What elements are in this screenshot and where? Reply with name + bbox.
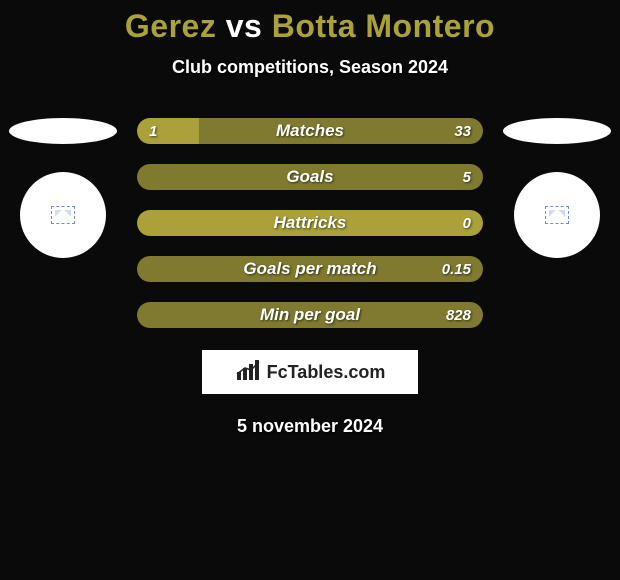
subtitle: Club competitions, Season 2024: [0, 57, 620, 78]
page-title: Gerez vs Botta Montero: [0, 8, 620, 45]
right-flag-icon: [503, 118, 611, 144]
stat-bars: Matches1 33 Goals5 Hattricks0 Goals per matc…: [137, 118, 483, 328]
date-text: 5 november 2024: [0, 416, 620, 437]
stat-value-left: 1: [149, 118, 157, 144]
right-player-col: [501, 118, 613, 258]
left-player-col: [7, 118, 119, 258]
stat-value-right: 828: [446, 302, 471, 328]
title-player1: Gerez: [125, 8, 216, 44]
stat-row: Goals5: [137, 164, 483, 190]
stat-label: Hattricks: [137, 210, 483, 236]
stat-label: Min per goal: [137, 302, 483, 328]
right-club-badge: [514, 172, 600, 258]
stat-value-right: 5: [463, 164, 471, 190]
stat-label: Matches: [137, 118, 483, 144]
title-vs: vs: [226, 8, 263, 44]
left-club-badge: [20, 172, 106, 258]
stat-row: Goals per match0.15: [137, 256, 483, 282]
source-logo-text: FcTables.com: [267, 362, 386, 383]
placeholder-image-icon: [51, 206, 75, 224]
stat-row: Hattricks0: [137, 210, 483, 236]
stat-value-right: 0.15: [442, 256, 471, 282]
left-flag-icon: [9, 118, 117, 144]
stat-value-right: 33: [454, 118, 471, 144]
root: Gerez vs Botta Montero Club competitions…: [0, 0, 620, 437]
stat-label: Goals: [137, 164, 483, 190]
stat-value-right: 0: [463, 210, 471, 236]
title-player2: Botta Montero: [272, 8, 495, 44]
stat-row: Min per goal828: [137, 302, 483, 328]
placeholder-image-icon: [545, 206, 569, 224]
chart-bars-icon: [235, 360, 261, 385]
stat-label: Goals per match: [137, 256, 483, 282]
source-logo: FcTables.com: [202, 350, 418, 394]
stat-row: Matches1 33: [137, 118, 483, 144]
comparison-layout: Matches1 33 Goals5 Hattricks0 Goals per matc…: [0, 118, 620, 328]
